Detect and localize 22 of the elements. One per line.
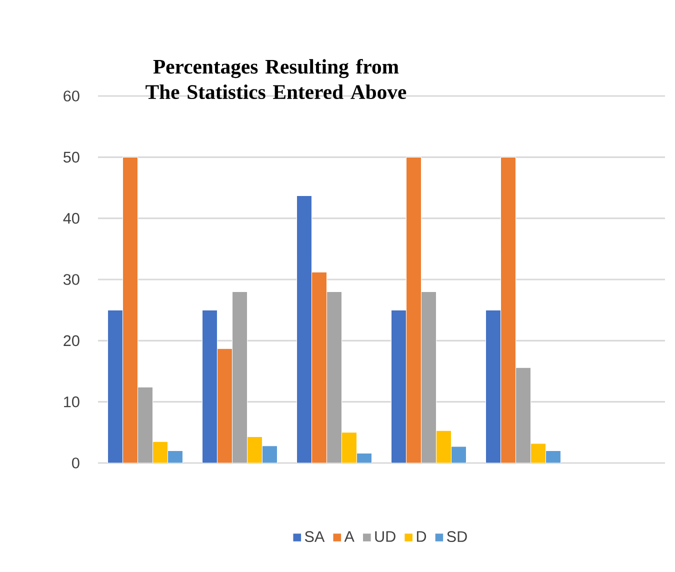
bar <box>167 450 184 464</box>
bar <box>152 441 168 464</box>
bar <box>545 450 562 464</box>
bar <box>262 446 278 464</box>
bar <box>450 446 467 464</box>
legend-label: SA <box>304 531 325 542</box>
legend-label: SD <box>447 531 467 542</box>
y-tick-label: 30 <box>63 274 80 285</box>
bar <box>341 432 358 464</box>
bar <box>530 443 546 464</box>
legend-label: A <box>344 531 354 542</box>
y-tick-label: 20 <box>64 335 80 346</box>
y-tick-label: 40 <box>63 212 80 224</box>
legend-label: D <box>416 531 426 542</box>
chart-title: Percentages Resulting from The Statistics Entered Above <box>146 58 406 100</box>
y-tick-label: 50 <box>64 152 80 163</box>
y-tick-label: 0 <box>72 458 80 468</box>
legend-label: UD <box>375 531 396 542</box>
y-tick-label: 60 <box>64 90 80 102</box>
y-tick-label: 10 <box>64 396 80 408</box>
bar <box>246 436 263 464</box>
bar <box>436 430 452 464</box>
